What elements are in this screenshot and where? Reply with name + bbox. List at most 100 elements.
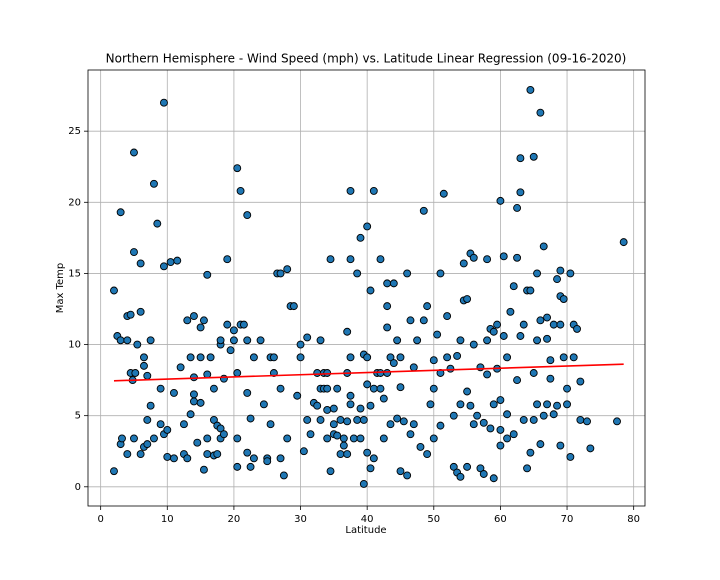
point xyxy=(529,369,538,377)
point xyxy=(276,269,285,278)
point xyxy=(613,417,621,426)
point xyxy=(163,452,172,461)
point xyxy=(429,384,438,393)
point xyxy=(456,336,465,345)
point xyxy=(409,363,418,372)
point xyxy=(209,415,218,424)
point xyxy=(143,440,152,449)
point xyxy=(479,470,488,478)
y-tick-label: 20 xyxy=(68,197,81,208)
point xyxy=(316,336,325,345)
point xyxy=(176,363,185,372)
point xyxy=(130,434,138,443)
point xyxy=(509,430,518,439)
point xyxy=(483,336,492,345)
point xyxy=(276,384,285,393)
point xyxy=(449,462,458,471)
x-tick-label: 50 xyxy=(427,514,440,525)
point xyxy=(533,336,542,345)
point xyxy=(516,154,525,163)
point xyxy=(203,450,212,459)
x-tick-label: 70 xyxy=(561,514,574,525)
chart-title: Northern Hemisphere - Wind Speed (mph) v… xyxy=(106,52,627,66)
point xyxy=(150,434,158,443)
point xyxy=(346,353,355,362)
point xyxy=(256,336,265,345)
point xyxy=(449,411,458,420)
point xyxy=(566,452,575,461)
point xyxy=(326,255,335,264)
x-tick-label: 20 xyxy=(228,514,241,525)
point xyxy=(419,316,428,325)
y-axis-label: Max Temp xyxy=(55,263,66,314)
point xyxy=(259,400,268,409)
point xyxy=(493,320,502,329)
point xyxy=(549,320,558,329)
point xyxy=(539,242,548,251)
point xyxy=(359,480,368,488)
point xyxy=(118,434,126,443)
point xyxy=(110,467,118,476)
point xyxy=(186,410,195,419)
point xyxy=(303,415,312,424)
point xyxy=(269,353,278,362)
point xyxy=(243,388,252,397)
point xyxy=(389,279,398,288)
point xyxy=(303,333,312,342)
point xyxy=(413,336,422,345)
point xyxy=(483,370,492,379)
point xyxy=(150,179,158,188)
point xyxy=(396,353,405,362)
point xyxy=(246,414,255,423)
point xyxy=(379,394,388,403)
point xyxy=(173,256,182,265)
point xyxy=(343,417,352,426)
point xyxy=(313,401,322,410)
point xyxy=(379,434,388,443)
point xyxy=(293,391,302,400)
point xyxy=(533,400,542,409)
point xyxy=(559,353,568,362)
point xyxy=(543,334,552,343)
point xyxy=(203,370,212,379)
point xyxy=(516,188,525,197)
point xyxy=(336,450,345,459)
point xyxy=(536,316,545,325)
point xyxy=(223,320,232,329)
point xyxy=(143,415,152,424)
point xyxy=(393,414,402,423)
point xyxy=(199,465,208,474)
point xyxy=(463,462,472,471)
point xyxy=(363,222,372,231)
point xyxy=(366,286,375,295)
point xyxy=(196,353,205,362)
point xyxy=(169,388,178,397)
point xyxy=(179,420,188,429)
point xyxy=(529,152,538,161)
point xyxy=(353,415,362,424)
point xyxy=(456,400,465,409)
point xyxy=(131,369,140,377)
point xyxy=(313,369,322,377)
point xyxy=(136,259,145,268)
point xyxy=(503,434,512,443)
point xyxy=(140,361,148,370)
point xyxy=(219,430,228,439)
point xyxy=(289,302,298,311)
point xyxy=(239,320,248,329)
point xyxy=(486,424,495,433)
point xyxy=(519,415,528,424)
point xyxy=(576,415,585,424)
point xyxy=(263,457,272,466)
point xyxy=(166,258,175,266)
y-tick-label: 5 xyxy=(75,411,81,422)
point xyxy=(499,332,508,340)
point xyxy=(153,219,162,228)
point xyxy=(199,316,208,325)
point xyxy=(163,425,172,434)
x-tick-label: 30 xyxy=(294,514,307,525)
point xyxy=(363,380,372,389)
point xyxy=(546,374,555,383)
point xyxy=(383,279,392,288)
